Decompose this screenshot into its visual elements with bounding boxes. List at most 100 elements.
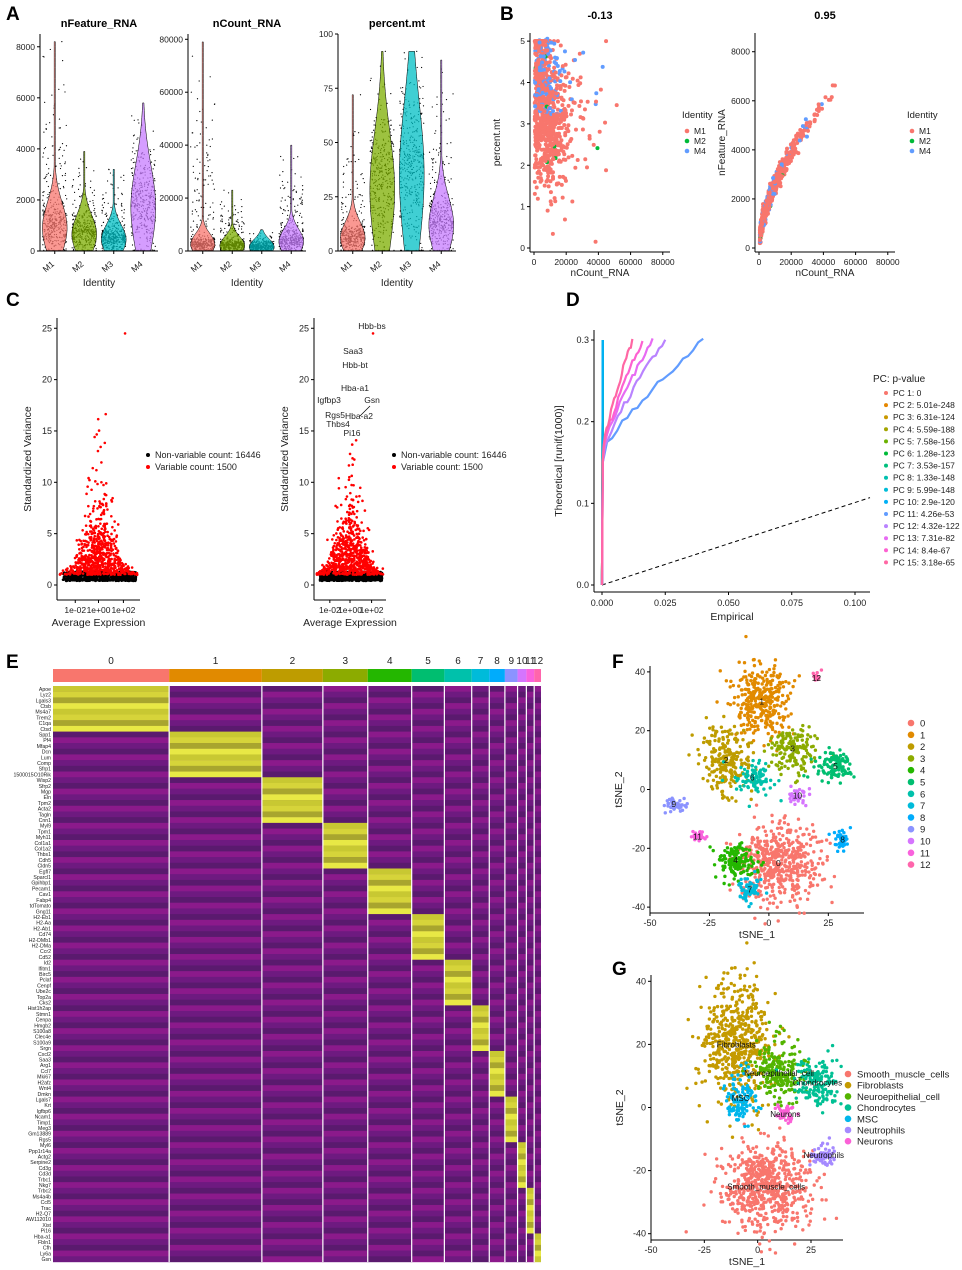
- jitter-point: [399, 216, 401, 218]
- jitter-point: [362, 200, 364, 202]
- jitter-point: [446, 155, 448, 158]
- jitter-point: [196, 120, 198, 122]
- jitter-point: [62, 185, 65, 188]
- jitter-point: [402, 86, 404, 89]
- jitter-point: [234, 209, 237, 211]
- jitter-point: [203, 179, 205, 181]
- jitter-point: [373, 124, 375, 126]
- jitter-point: [123, 174, 125, 176]
- jitter-point: [43, 206, 45, 208]
- jitter-point: [223, 205, 225, 207]
- jitter-point: [64, 179, 67, 182]
- jitter-point: [42, 244, 44, 246]
- jitter-point: [442, 111, 445, 113]
- jitter-point: [124, 224, 126, 226]
- jitter-point: [52, 114, 55, 116]
- jitter-point: [237, 228, 240, 230]
- jitter-point: [212, 211, 215, 213]
- jitter-point: [105, 192, 107, 194]
- jitter-point: [192, 171, 195, 173]
- jitter-point: [45, 128, 47, 131]
- jitter-point: [205, 223, 207, 225]
- jitter-point: [284, 199, 286, 201]
- jitter-point: [389, 128, 391, 130]
- jitter-point: [430, 188, 432, 190]
- jitter-point: [358, 158, 360, 161]
- jitter-point: [71, 186, 73, 188]
- jitter-point: [59, 127, 61, 129]
- jitter-point: [130, 167, 133, 170]
- jitter-point: [42, 55, 44, 58]
- jitter-point: [370, 77, 372, 79]
- jitter-point: [237, 219, 239, 221]
- jitter-point: [137, 119, 139, 121]
- violin-body: [428, 59, 454, 251]
- jitter-point: [431, 169, 434, 171]
- scatter-point: [552, 65, 557, 70]
- jitter-point: [121, 205, 123, 207]
- jitter-point: [102, 194, 104, 196]
- jitter-point: [133, 142, 135, 144]
- jitter-point: [212, 218, 214, 220]
- jitter-point: [403, 52, 405, 54]
- jitter-point: [85, 167, 88, 169]
- jitter-point: [350, 145, 352, 148]
- jitter-point: [89, 200, 91, 202]
- jitter-point: [241, 231, 243, 234]
- jitter-point: [58, 127, 60, 129]
- jitter-point: [192, 165, 194, 167]
- jitter-point: [101, 204, 104, 206]
- jitter-point: [434, 179, 436, 181]
- jitter-point: [191, 132, 193, 134]
- jitter-point: [360, 203, 362, 206]
- violin-M4: [278, 144, 304, 251]
- jitter-point: [136, 138, 138, 140]
- jitter-point: [348, 193, 350, 196]
- jitter-point: [401, 91, 403, 93]
- jitter-point: [302, 222, 304, 224]
- jitter-point: [45, 123, 47, 125]
- jitter-point: [64, 91, 66, 93]
- jitter-point: [77, 188, 80, 190]
- jitter-point: [422, 97, 424, 100]
- jitter-point: [103, 202, 106, 204]
- jitter-point: [131, 172, 133, 174]
- jitter-point: [280, 200, 282, 202]
- jitter-point: [79, 184, 81, 186]
- jitter-point: [58, 157, 60, 159]
- jitter-point: [132, 161, 134, 164]
- jitter-point: [94, 208, 96, 210]
- jitter-point: [106, 180, 109, 182]
- jitter-point: [49, 48, 51, 51]
- jitter-point: [93, 194, 95, 197]
- jitter-point: [240, 198, 242, 201]
- jitter-point: [59, 162, 61, 165]
- jitter-point: [302, 228, 304, 230]
- jitter-point: [371, 249, 374, 251]
- jitter-point: [293, 189, 295, 191]
- jitter-point: [392, 231, 394, 233]
- jitter-point: [133, 119, 135, 121]
- jitter-point: [240, 228, 243, 230]
- jitter-point: [436, 103, 438, 106]
- jitter-point: [117, 187, 119, 189]
- jitter-point: [190, 91, 192, 93]
- jitter-point: [369, 225, 372, 227]
- jitter-point: [238, 224, 240, 226]
- jitter-point: [63, 249, 65, 251]
- jitter-point: [363, 219, 365, 221]
- jitter-point: [452, 239, 454, 241]
- jitter-point: [93, 204, 95, 207]
- jitter-point: [208, 175, 210, 177]
- jitter-point: [435, 130, 437, 132]
- jitter-point: [71, 213, 73, 215]
- jitter-point: [42, 156, 44, 158]
- jitter-point: [75, 206, 77, 209]
- jitter-point: [341, 219, 343, 221]
- jitter-point: [94, 212, 96, 214]
- jitter-point: [43, 148, 46, 150]
- jitter-point: [221, 208, 223, 210]
- scatter-point: [570, 153, 575, 158]
- jitter-point: [74, 215, 76, 217]
- jitter-point: [341, 223, 343, 226]
